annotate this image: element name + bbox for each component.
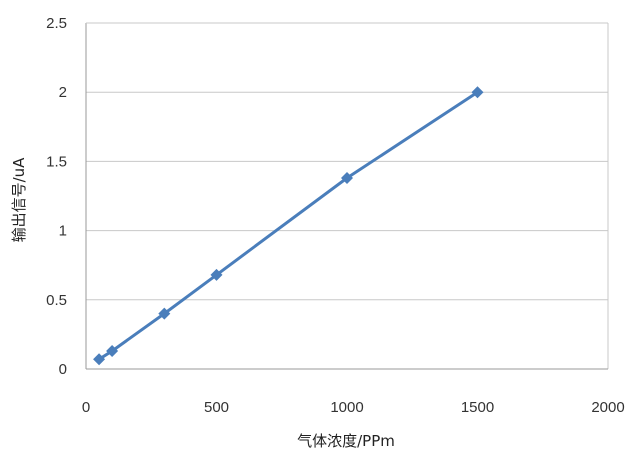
- grid-layer: [86, 22, 608, 301]
- data-point-marker: [341, 172, 353, 185]
- series-layer: [93, 86, 484, 366]
- data-point-marker: [471, 86, 484, 99]
- x-tick-label: 1000: [330, 399, 363, 416]
- series-line: [97, 90, 479, 361]
- data-point-marker: [158, 307, 171, 320]
- tick-label-layer: 0 0.5 1 1.5 2 2.5 0 500 1000 1500 2000: [46, 15, 625, 416]
- y-tick-label: 2.5: [46, 15, 67, 32]
- axis-layer: [85, 22, 609, 370]
- y-tick-label: 0.5: [46, 292, 67, 309]
- y-axis-title: 输出信号/uA: [10, 157, 28, 243]
- y-tick-label: 1.5: [46, 153, 67, 170]
- y-tick-label: 2: [59, 84, 67, 101]
- x-axis-title: 气体浓度/PPm: [297, 432, 395, 450]
- data-point-marker: [93, 353, 106, 366]
- x-tick-label: 0: [82, 399, 90, 416]
- data-point-marker: [106, 345, 119, 358]
- data-point-marker: [210, 268, 223, 281]
- y-tick-label: 1: [59, 223, 67, 240]
- x-tick-label: 2000: [591, 399, 624, 416]
- x-tick-label: 500: [204, 399, 229, 416]
- x-tick-label: 1500: [461, 399, 494, 416]
- y-tick-label: 0: [59, 361, 67, 378]
